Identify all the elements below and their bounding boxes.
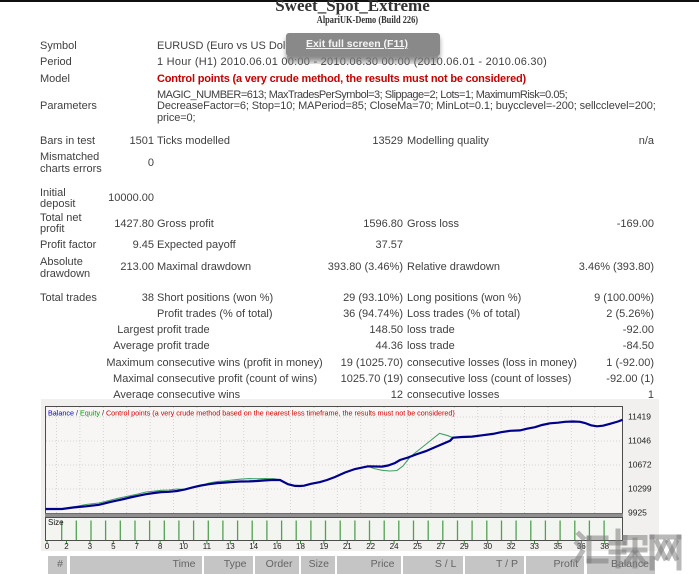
svg-text:10299: 10299 — [628, 484, 652, 494]
svg-text:14: 14 — [249, 542, 258, 551]
svg-text:32: 32 — [507, 542, 516, 551]
svg-text:22: 22 — [366, 542, 375, 551]
svg-text:Size: Size — [48, 518, 64, 527]
svg-text:27: 27 — [436, 542, 445, 551]
svg-text:25: 25 — [413, 542, 422, 551]
svg-text:10672: 10672 — [628, 460, 652, 470]
svg-text:18: 18 — [296, 542, 305, 551]
svg-text:10: 10 — [179, 542, 188, 551]
svg-text:11419: 11419 — [628, 412, 651, 422]
svg-text:Balance / Equity / Control poi: Balance / Equity / Control points (a ver… — [48, 409, 455, 418]
svg-text:19: 19 — [319, 542, 328, 551]
svg-text:24: 24 — [390, 542, 399, 551]
svg-text:11: 11 — [203, 542, 212, 551]
svg-text:13: 13 — [226, 542, 235, 551]
svg-text:11046: 11046 — [628, 436, 651, 446]
svg-text:5: 5 — [111, 542, 116, 551]
svg-text:30: 30 — [483, 542, 492, 551]
svg-text:9925: 9925 — [628, 508, 647, 518]
svg-text:38: 38 — [600, 542, 609, 551]
svg-text:21: 21 — [343, 542, 352, 551]
svg-text:8: 8 — [158, 542, 163, 551]
svg-text:16: 16 — [273, 542, 282, 551]
svg-text:7: 7 — [134, 542, 139, 551]
svg-text:0: 0 — [45, 542, 50, 551]
svg-text:35: 35 — [553, 542, 562, 551]
svg-text:33: 33 — [530, 542, 539, 551]
svg-text:2: 2 — [64, 542, 69, 551]
svg-text:3: 3 — [88, 542, 93, 551]
svg-text:29: 29 — [460, 542, 469, 551]
